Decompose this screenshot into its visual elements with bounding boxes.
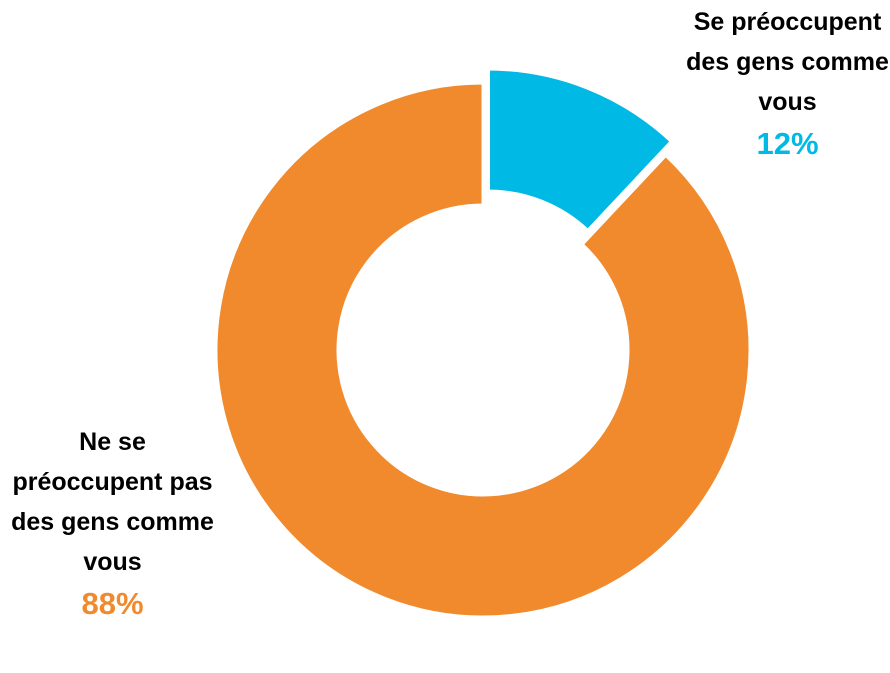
value-label: 12%	[756, 126, 819, 161]
value-label: 88%	[81, 586, 144, 621]
category-label: Se préoccupent des gens comme vous	[686, 8, 889, 116]
donut-slice	[214, 81, 752, 619]
category-label: Ne se préoccupent pas des gens comme vou…	[11, 428, 214, 576]
slice-label: Se préoccupent des gens comme vous 12%	[680, 2, 890, 166]
donut-slice	[487, 67, 674, 233]
slice-label: Ne se préoccupent pas des gens comme vou…	[5, 422, 220, 626]
